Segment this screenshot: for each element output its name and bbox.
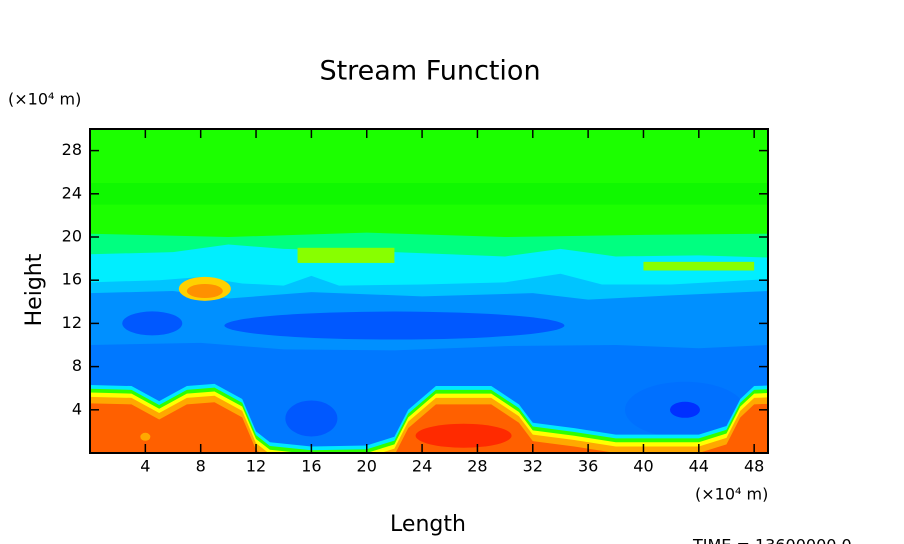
shade-spot — [140, 432, 151, 441]
y-tick-label: 12 — [62, 313, 82, 332]
x-tick-label: 20 — [357, 457, 377, 476]
x-tick-label: 48 — [744, 457, 764, 476]
shade-yellow-green — [297, 247, 395, 263]
x-tick-label: 40 — [633, 457, 653, 476]
shade-peak — [415, 423, 512, 448]
shade-orange — [186, 284, 223, 298]
x-unit: (×10⁴ m) — [695, 485, 768, 504]
footer: TIME = 13600000.0 — [692, 536, 852, 544]
x-tick-label: 24 — [412, 457, 432, 476]
y-tick-label: 24 — [62, 183, 82, 202]
shade-dark-blue — [122, 311, 183, 336]
plot-frame — [89, 128, 769, 454]
y-tick-label: 28 — [62, 140, 82, 159]
y-tick-label: 20 — [62, 227, 82, 246]
y-tick-label: 8 — [72, 356, 82, 375]
shade-darkest-blue — [669, 401, 700, 418]
x-tick-label: 12 — [246, 457, 266, 476]
x-tick-label: 32 — [523, 457, 543, 476]
x-tick-label: 36 — [578, 457, 598, 476]
x-axis-label: Length — [390, 512, 466, 537]
x-tick-label: 28 — [467, 457, 487, 476]
shade-band — [90, 183, 768, 205]
x-tick-label: 44 — [689, 457, 709, 476]
shade-yellow-green — [643, 261, 755, 271]
contour-field — [90, 129, 768, 453]
x-tick-label: 4 — [140, 457, 150, 476]
x-tick-label: 8 — [196, 457, 206, 476]
x-tick-label: 16 — [301, 457, 321, 476]
shade-dark-blue — [224, 311, 565, 340]
shade-dark-blue — [285, 400, 338, 437]
y-unit: (×10⁴ m) — [8, 90, 81, 109]
chart-title: Stream Function — [319, 56, 540, 87]
y-axis-label: Height — [22, 253, 47, 326]
y-tick-label: 16 — [62, 270, 82, 289]
y-tick-label: 4 — [72, 399, 82, 418]
